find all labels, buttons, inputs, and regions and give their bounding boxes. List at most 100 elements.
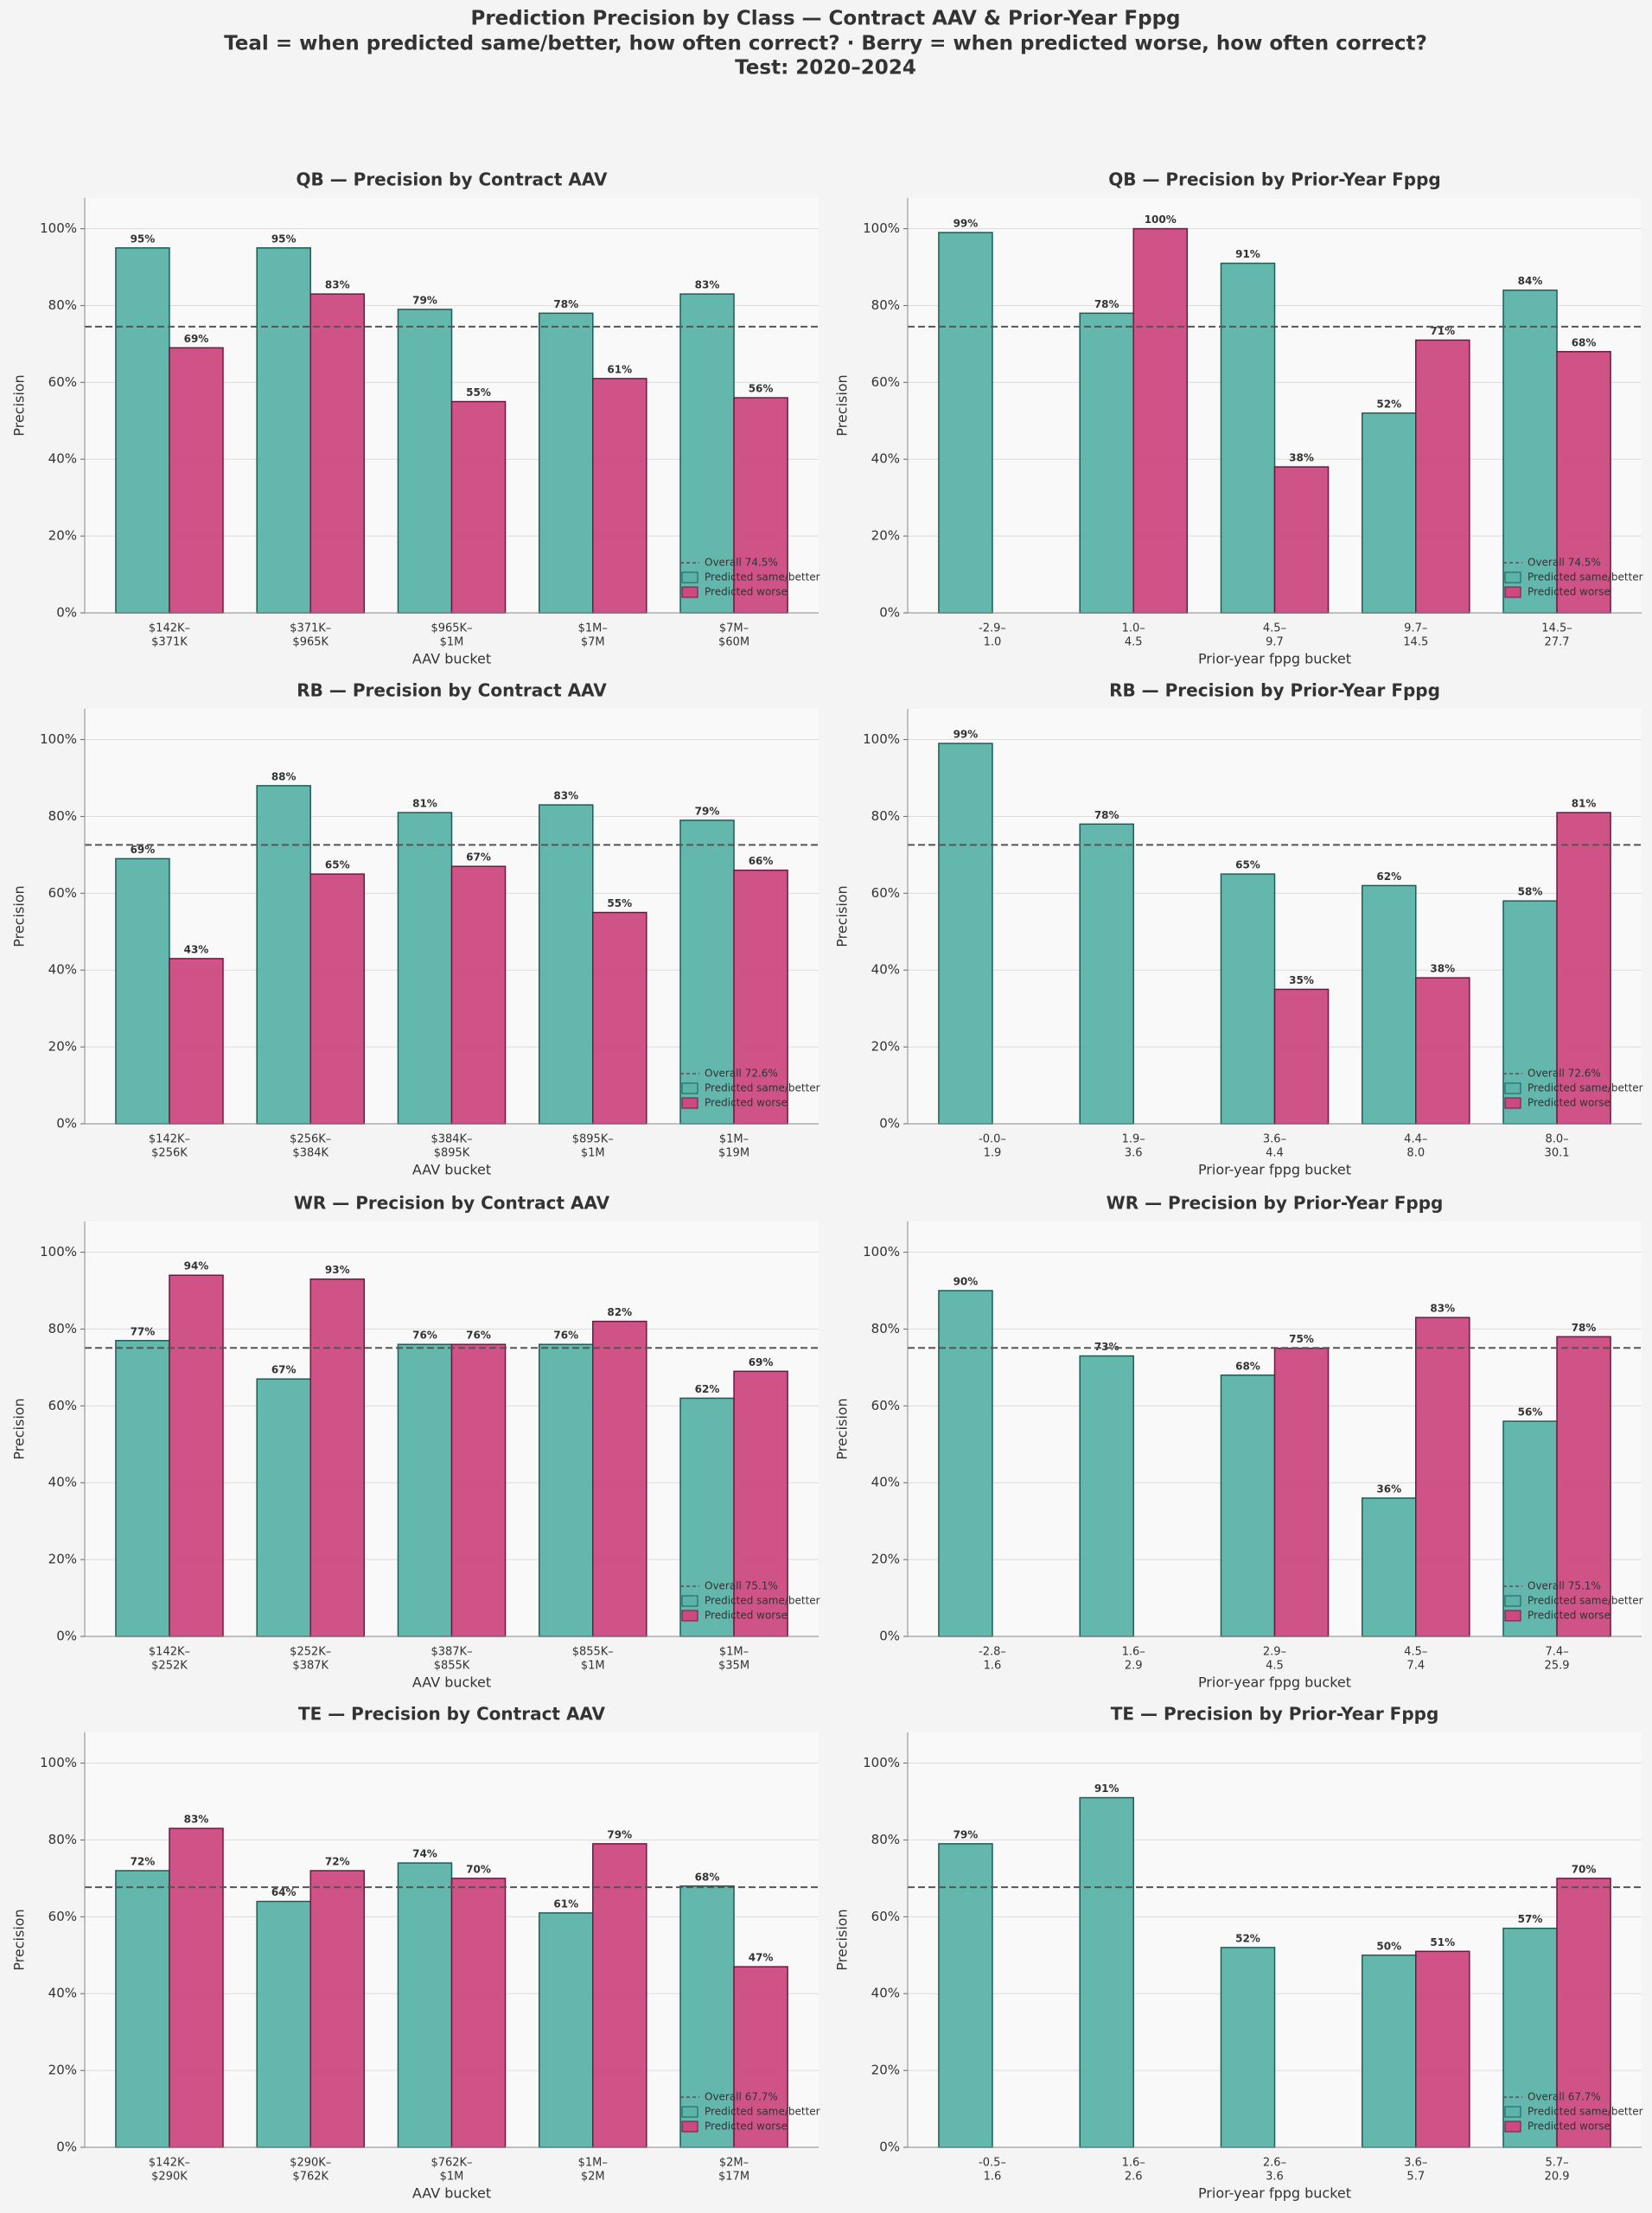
bar xyxy=(115,1340,170,1637)
x-tick-label: $2M– xyxy=(719,2157,749,2170)
y-tick-label: 80% xyxy=(48,808,77,824)
y-tick-label: 100% xyxy=(863,1244,900,1260)
bar xyxy=(1415,339,1470,614)
value-label: 83% xyxy=(553,790,578,802)
legend-swatch xyxy=(1504,1097,1521,1109)
value-label: 50% xyxy=(1376,1940,1401,1952)
value-label: 52% xyxy=(1235,1932,1260,1944)
value-label: 62% xyxy=(695,1383,720,1395)
y-tick-label: 0% xyxy=(56,1629,77,1644)
x-tick-label: $1M xyxy=(440,2171,464,2184)
suptitle: Test: 2020–2024 xyxy=(735,57,916,80)
y-tick-label: 40% xyxy=(871,1986,900,2001)
value-label: 95% xyxy=(271,233,297,245)
legend-label: Predicted worse xyxy=(705,1610,788,1622)
x-tick-label: $60M xyxy=(718,636,749,649)
value-label: 68% xyxy=(695,1871,720,1883)
y-tick-label: 80% xyxy=(48,1832,77,1847)
bar xyxy=(115,858,170,1125)
y-tick-label: 20% xyxy=(48,1039,77,1055)
x-tick-label: 2.9 xyxy=(1125,1660,1143,1673)
y-tick-label: 0% xyxy=(56,1116,77,1132)
bar xyxy=(538,804,594,1125)
x-axis-label: AAV bucket xyxy=(412,1674,491,1691)
x-tick-label: 5.7– xyxy=(1545,2157,1568,2170)
value-label: 68% xyxy=(1572,336,1597,348)
bar xyxy=(169,1274,224,1637)
legend-label: Predicted same/better xyxy=(705,2106,820,2118)
x-tick-label: 2.9– xyxy=(1263,1646,1286,1659)
x-tick-label: 5.7 xyxy=(1406,2171,1425,2184)
value-label: 52% xyxy=(1376,398,1401,410)
bar xyxy=(397,1862,453,2148)
y-tick-label: 100% xyxy=(40,220,77,236)
bar xyxy=(733,869,788,1125)
y-tick-label: 60% xyxy=(871,885,900,901)
bar xyxy=(309,1278,366,1637)
value-label: 58% xyxy=(1518,886,1543,898)
legend-label: Predicted worse xyxy=(1528,1097,1611,1109)
x-axis-label: AAV bucket xyxy=(412,651,491,667)
x-tick-label: $1M– xyxy=(719,1646,749,1659)
bar xyxy=(169,1827,224,2148)
bar xyxy=(1132,227,1189,614)
x-tick-label: 1.9– xyxy=(1122,1133,1145,1146)
value-label: 79% xyxy=(695,805,720,817)
y-tick-label: 80% xyxy=(871,1832,900,1847)
value-label: 70% xyxy=(1572,1863,1597,1875)
bar xyxy=(1361,1955,1417,2148)
subplot-title: RB — Precision by Contract AAV xyxy=(297,680,607,701)
x-axis-label: Prior-year fppg bucket xyxy=(1198,1162,1351,1178)
x-tick-label: 3.6– xyxy=(1263,1133,1286,1146)
y-tick-label: 0% xyxy=(879,2140,900,2155)
y-tick-label: 60% xyxy=(48,374,77,390)
x-tick-label: $895K– xyxy=(572,1133,614,1146)
x-tick-label: $290K– xyxy=(290,2157,331,2170)
value-label: 75% xyxy=(1289,1333,1314,1345)
value-label: 99% xyxy=(954,218,979,230)
x-tick-label: 20.9 xyxy=(1545,2171,1570,2184)
bar xyxy=(1079,1796,1134,2148)
value-label: 55% xyxy=(466,386,491,399)
legend-label: Overall 74.5% xyxy=(1528,557,1601,569)
y-axis-label: Precision xyxy=(834,1909,851,1970)
legend-swatch xyxy=(1504,571,1521,584)
x-tick-label: -0.5– xyxy=(979,2157,1006,2170)
bar xyxy=(256,247,311,614)
y-tick-label: 80% xyxy=(871,1321,900,1336)
y-tick-label: 60% xyxy=(48,1398,77,1413)
value-label: 64% xyxy=(271,1886,297,1898)
y-tick-label: 0% xyxy=(879,605,900,621)
bar xyxy=(309,873,366,1125)
x-tick-label: $17M xyxy=(718,2171,749,2184)
x-tick-label: -0.0– xyxy=(979,1133,1006,1146)
bar xyxy=(115,247,170,614)
x-tick-label: 1.6 xyxy=(984,1660,1002,1673)
y-axis-label: Precision xyxy=(11,1398,28,1459)
value-label: 79% xyxy=(954,1828,979,1840)
value-label: 74% xyxy=(412,1848,437,1860)
legend-label: Overall 67.7% xyxy=(705,2091,778,2103)
suptitle: Teal = when predicted same/better, how o… xyxy=(224,33,1427,55)
y-tick-label: 40% xyxy=(48,962,77,978)
bar xyxy=(938,1843,993,2148)
bar xyxy=(115,1870,170,2148)
subplot-title: QB — Precision by Prior-Year Fppg xyxy=(1108,169,1440,190)
legend-label: Predicted worse xyxy=(705,2121,788,2133)
x-tick-label: $290K xyxy=(151,2171,188,2184)
bar xyxy=(1556,812,1611,1125)
bar xyxy=(169,958,224,1125)
subplot-title: WR — Precision by Contract AAV xyxy=(294,1193,610,1214)
y-axis-label: Precision xyxy=(11,1909,28,1970)
x-tick-label: -2.9– xyxy=(979,622,1006,635)
bar xyxy=(1220,1374,1276,1637)
value-label: 68% xyxy=(1235,1360,1260,1372)
bar xyxy=(733,397,788,614)
value-label: 66% xyxy=(749,855,774,867)
legend-label: Predicted worse xyxy=(705,586,788,598)
y-tick-label: 100% xyxy=(863,1755,900,1770)
legend-swatch xyxy=(681,1610,698,1622)
x-tick-label: 3.6 xyxy=(1266,2171,1284,2184)
